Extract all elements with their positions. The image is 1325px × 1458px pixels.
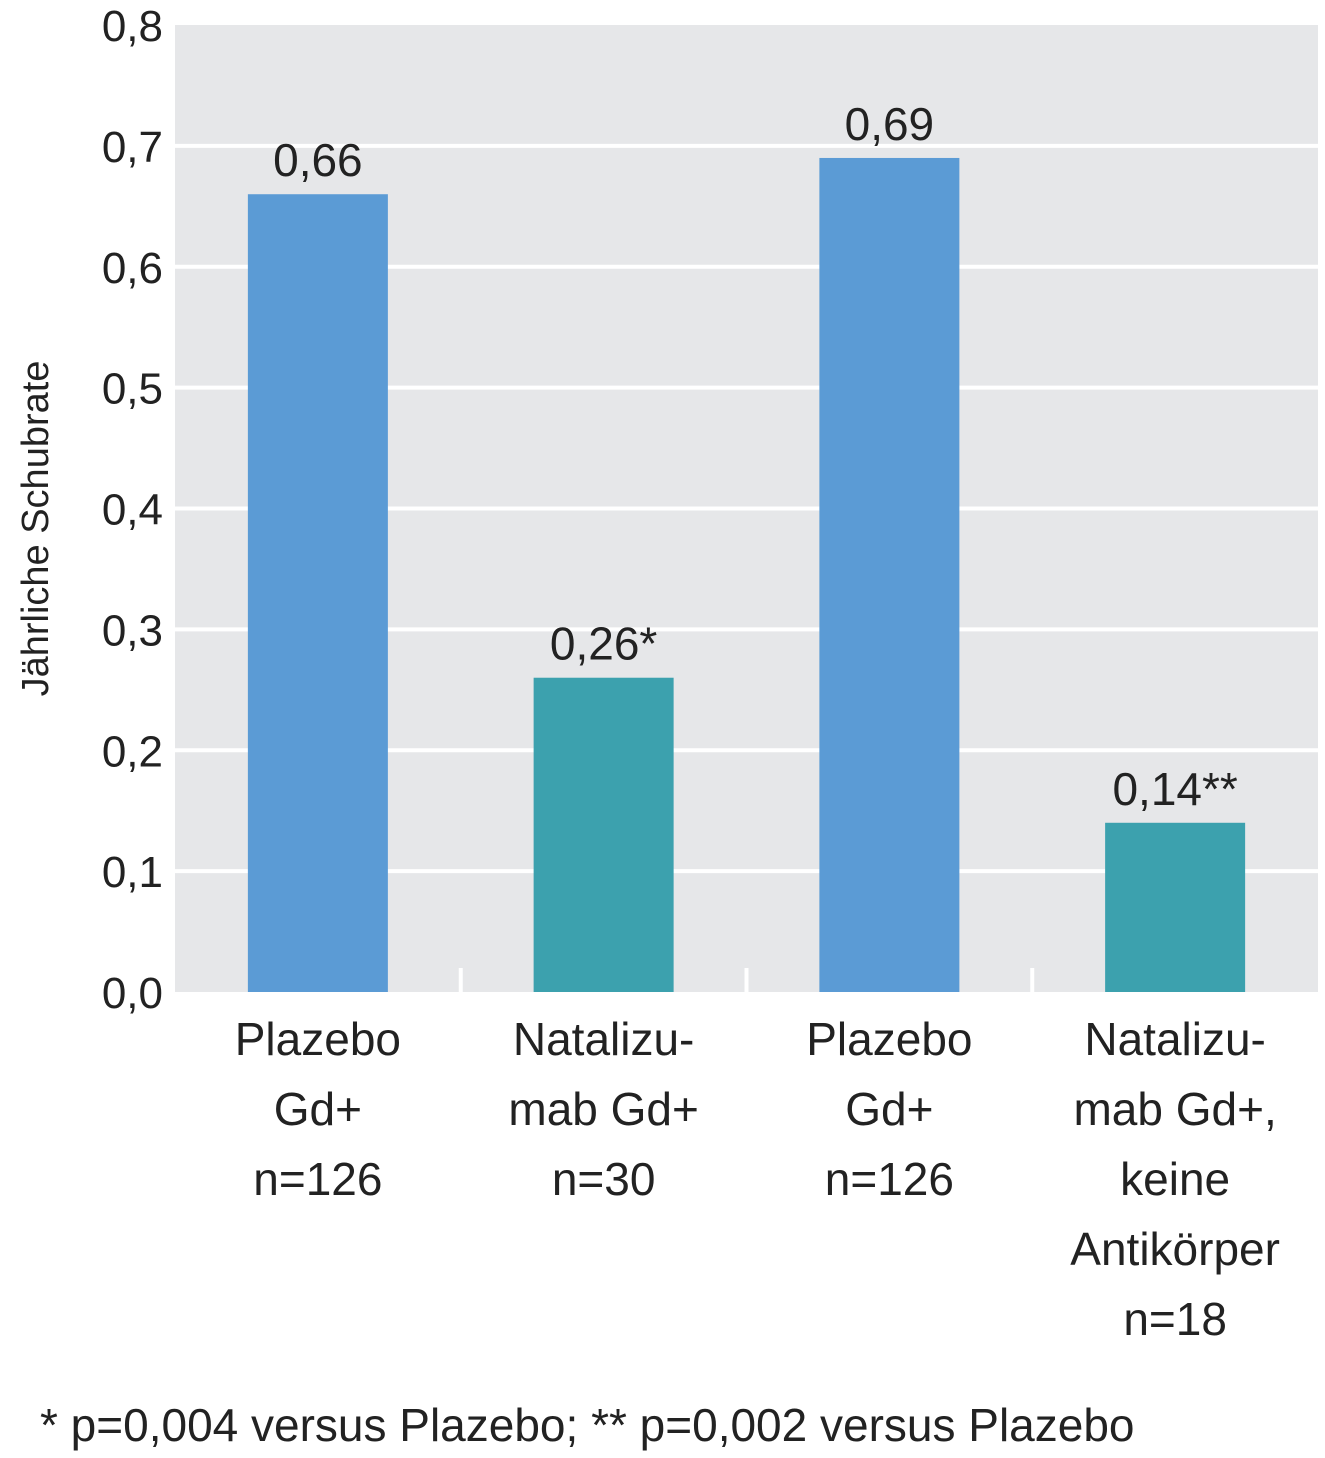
y-tick-label: 0,0 <box>102 969 163 1018</box>
x-category-label-line: Plazebo <box>806 1013 972 1065</box>
x-category-label-line: Natalizu- <box>1084 1013 1266 1065</box>
bar-value-label: 0,66 <box>273 134 363 186</box>
y-tick-label: 0,8 <box>102 2 163 51</box>
footnote: * p=0,004 versus Plazebo; ** p=0,002 ver… <box>40 1399 1135 1451</box>
bar-value-label: 0,14** <box>1112 763 1237 815</box>
x-category-label: Plazebo Gd+ n=126 <box>235 1013 401 1205</box>
x-category-label-line: Gd+ <box>274 1083 362 1135</box>
x-category-label-line: Natalizu- <box>513 1013 695 1065</box>
category-labels: Plazebo Gd+ n=126 Natalizu-mab Gd+ n=30 Plaze… <box>235 1013 1280 1345</box>
y-tick-label: 0,5 <box>102 365 163 414</box>
x-category-label-line: Gd+ <box>845 1083 933 1135</box>
bar <box>533 677 674 992</box>
x-category-label-line: n=126 <box>825 1153 954 1205</box>
x-category-label-line: mab Gd+ <box>508 1083 699 1135</box>
x-category-label-line: keine <box>1120 1153 1230 1205</box>
bar-chart: 0,00,10,20,30,40,50,60,70,8 0,660,26*0,6… <box>15 2 1318 1345</box>
x-category-label-line: n=126 <box>253 1153 382 1205</box>
bar <box>1105 822 1246 992</box>
y-tick-label: 0,1 <box>102 848 163 897</box>
y-tick-label: 0,4 <box>102 486 163 535</box>
bars <box>247 157 1246 993</box>
y-axis-title: Jährliche Schubrate <box>15 361 57 697</box>
x-category-label-line: Plazebo <box>235 1013 401 1065</box>
x-category-label-line: Antikörper <box>1070 1223 1280 1275</box>
x-category-label-line: n=30 <box>552 1153 656 1205</box>
value-labels: 0,66 0,26* 0,69 0,14** <box>273 98 1238 815</box>
x-category-label-line: mab Gd+, <box>1073 1083 1276 1135</box>
bar-value-label: 0,69 <box>845 98 935 150</box>
x-category-label: Plazebo Gd+ n=126 <box>806 1013 972 1205</box>
y-tick-label: 0,3 <box>102 606 163 655</box>
y-tick-label: 0,2 <box>102 727 163 776</box>
bar <box>819 157 960 992</box>
bar <box>247 194 388 993</box>
y-tick-label: 0,6 <box>102 244 163 293</box>
x-category-label: Natalizu-mab Gd+, keine Antikörper n=18 <box>1070 1013 1280 1345</box>
y-tick-label: 0,7 <box>102 123 163 172</box>
y-axis-ticks: 0,0 0,1 0,2 0,3 0,4 0,5 0,6 0,7 0,8 <box>102 2 163 1018</box>
bar-value-label: 0,26* <box>550 618 658 670</box>
x-category-label-line: n=18 <box>1123 1293 1227 1345</box>
x-category-label: Natalizu-mab Gd+ n=30 <box>508 1013 699 1205</box>
